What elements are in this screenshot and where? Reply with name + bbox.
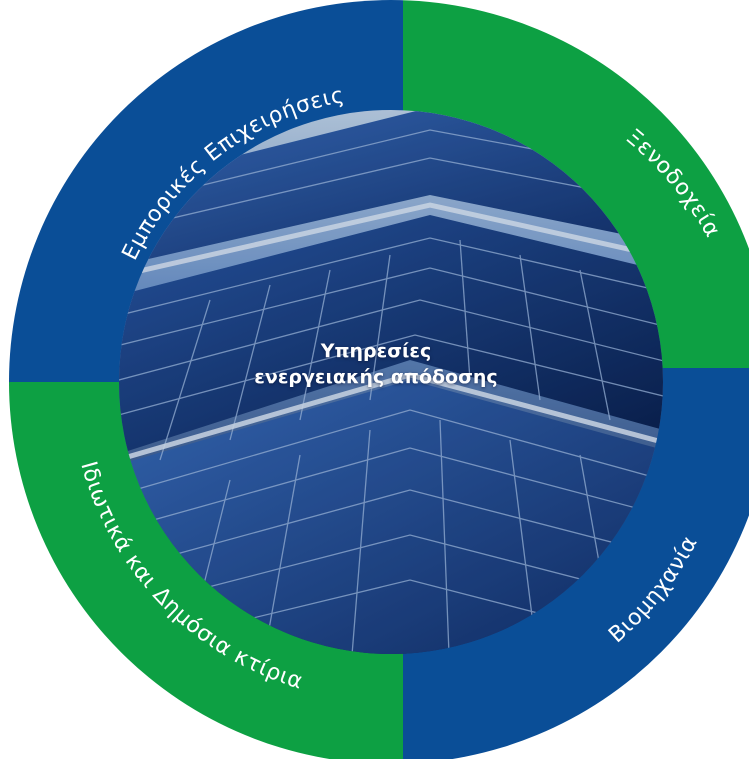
solar-panels-photo	[119, 110, 663, 654]
